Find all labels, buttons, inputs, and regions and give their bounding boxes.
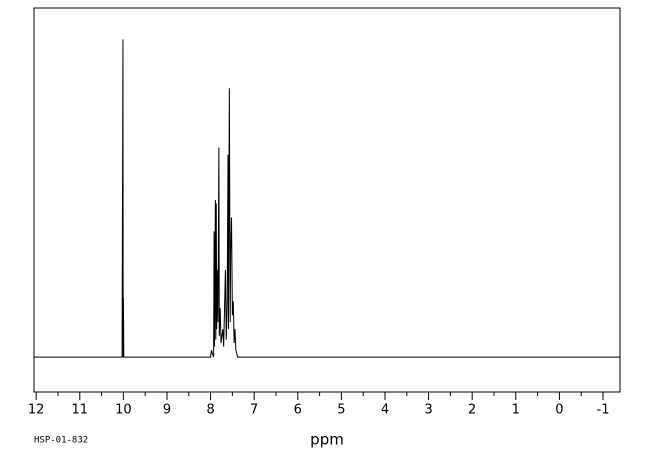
- x-tick-label: 6: [294, 403, 302, 418]
- x-tick-label: 12: [28, 403, 45, 418]
- plot-frame: [33, 7, 621, 393]
- x-tick-label: 2: [468, 403, 476, 418]
- x-tick-label: 11: [72, 403, 89, 418]
- x-tick-label: 5: [337, 403, 345, 418]
- x-tick-label: 0: [555, 403, 563, 418]
- spectrum-line: [34, 39, 620, 358]
- x-tick-label: -1: [597, 403, 610, 418]
- x-tick-label: 8: [206, 403, 214, 418]
- note: HSP-01-832: [34, 436, 88, 446]
- x-tick-label: 3: [424, 403, 432, 418]
- x-tick-label: 7: [250, 403, 258, 418]
- x-axis-label: ppm: [310, 431, 344, 449]
- x-tick-label: 4: [381, 403, 389, 418]
- x-tick-label: 10: [115, 403, 132, 418]
- x-tick-label: 1: [512, 403, 520, 418]
- x-tick-label: 9: [163, 403, 171, 418]
